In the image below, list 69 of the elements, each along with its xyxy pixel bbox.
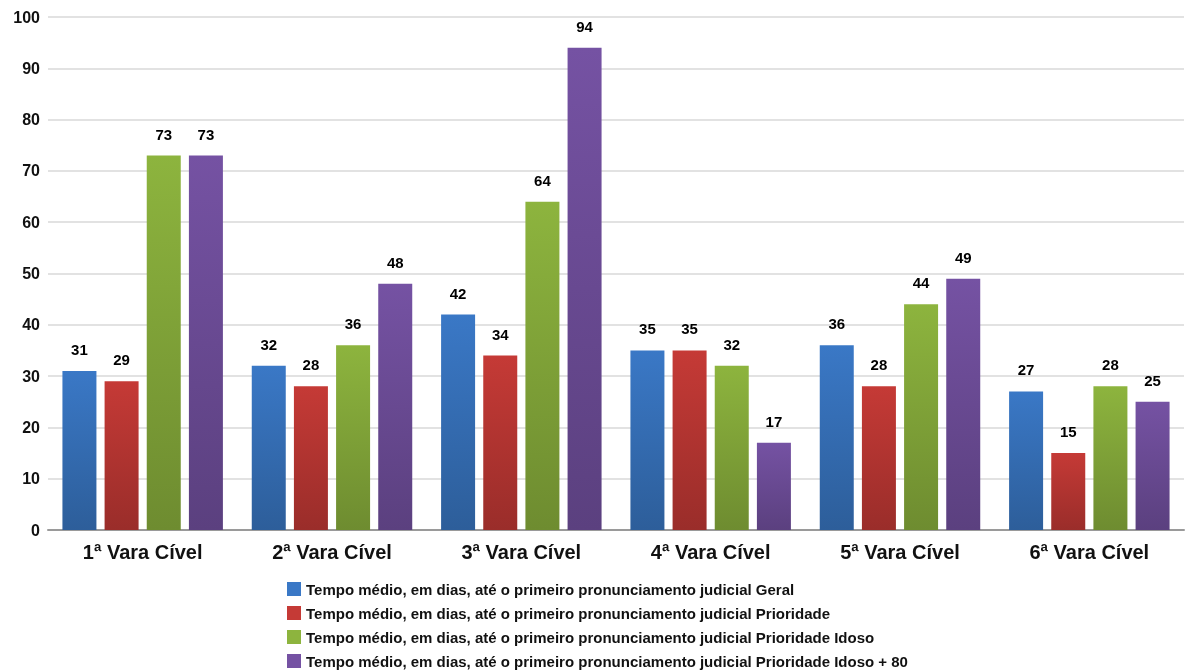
data-label: 28 [870,356,888,374]
y-tick-label: 100 [13,8,41,26]
bar [525,201,560,530]
data-label: 29 [113,351,130,369]
y-tick-label: 20 [22,418,41,436]
bar [756,442,791,530]
bar [378,283,413,530]
bar [441,314,476,530]
data-label: 49 [954,248,972,266]
bar [904,304,939,530]
data-label: 35 [681,320,698,338]
bar [567,47,602,530]
data-label: 32 [260,335,278,353]
data-label: 94 [576,17,594,35]
bar [819,345,854,530]
data-label: 48 [386,253,404,271]
data-label: 36 [828,315,846,333]
bar [1093,386,1128,530]
y-tick-label: 70 [22,162,41,180]
data-label: 35 [639,320,656,338]
legend-label: Tempo médio, em dias, até o primeiro pronunciamento judicial Prioridade [306,604,830,622]
bar [630,350,665,530]
y-tick-label: 30 [22,367,41,385]
data-label: 44 [912,274,931,292]
bar [1051,453,1086,530]
data-label: 32 [723,335,741,353]
data-label: 34 [491,325,510,343]
legend-label: Tempo médio, em dias, até o primeiro pronunciamento judicial Geral [306,580,795,598]
bar [483,355,518,530]
data-label: 17 [765,412,783,430]
data-label: 73 [155,125,173,143]
y-tick-label: 50 [22,265,41,282]
data-label: 73 [197,125,215,143]
y-tick-label: 40 [22,316,41,334]
y-tick-label: 60 [22,213,41,231]
data-label: 28 [302,356,320,374]
bar [251,365,286,530]
legend-label: Tempo médio, em dias, até o primeiro pronunciamento judicial Prioridade Idoso + 80 [306,652,908,670]
data-label: 27 [1017,361,1035,379]
x-tick-label: 5ª Vara Cível [840,541,960,563]
data-label: 28 [1102,356,1119,374]
y-tick-label: 0 [31,521,41,539]
bar [146,155,181,530]
bar [62,370,97,530]
bar [946,278,981,530]
data-label: 15 [1059,423,1077,441]
y-tick-label: 10 [22,470,41,488]
x-tick-label: 3ª Vara Cível [461,541,582,563]
data-label: 31 [71,340,88,358]
data-label: 36 [344,315,362,333]
data-label: 25 [1144,371,1161,389]
x-tick-label: 1ª Vara Cível [82,541,203,563]
bar [293,386,328,530]
bar [1135,401,1170,530]
bar [188,155,223,530]
x-tick-label: 2ª Vara Cível [272,541,392,563]
data-label: 64 [534,171,552,189]
bar [336,345,371,530]
bar [1009,391,1044,530]
y-tick-label: 80 [22,111,41,129]
x-tick-label: 4ª Vara Cível [650,541,771,563]
x-tick-label: 6ª Vara Cível [1029,541,1150,563]
y-tick-label: 90 [22,59,41,77]
bar [104,381,139,530]
bar [714,365,749,530]
data-label: 42 [449,284,467,302]
legend-label: Tempo médio, em dias, até o primeiro pronunciamento judicial Prioridade Idoso [306,628,875,646]
bar [861,386,896,530]
bar [672,350,707,530]
